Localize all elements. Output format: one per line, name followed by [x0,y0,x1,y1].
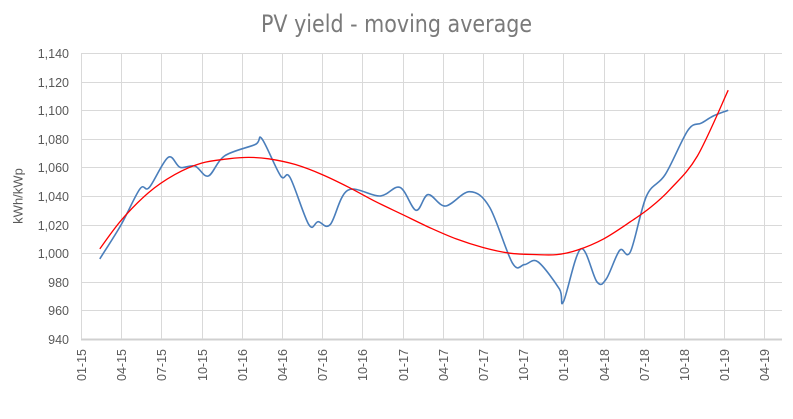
y-tick-label: 1,060 [38,161,69,175]
x-tick-label: 04-16 [276,349,290,381]
x-tick-label: 04-18 [598,349,612,381]
y-tick-label: 1,020 [38,219,69,233]
y-tick-label: 980 [48,276,69,290]
x-tick-label: 01-19 [718,349,732,381]
y-tick-label: 1,080 [38,133,69,147]
y-tick-label: 1,000 [38,247,69,261]
x-tick-label: 07-16 [316,349,330,381]
y-tick-label: 940 [48,333,69,347]
x-tick-label: 10-17 [517,349,531,381]
series-line-trendline [99,89,729,256]
x-tick-label: 01-15 [75,349,89,381]
x-tick-label: 07-15 [155,349,169,381]
y-tick-label: 960 [48,304,69,318]
x-tick-labels: 01-15 04-15 07-15 10-15 01-16 04-16 07-16 10-16… [75,349,772,381]
y-tick-label: 1,100 [38,104,69,118]
x-tick-label: 04-19 [758,349,772,381]
x-tick-label: 01-17 [397,349,411,381]
x-tick-label: 07-18 [638,349,652,381]
x-tick-label: 04-15 [115,349,129,381]
x-tick-label: 04-17 [437,349,451,381]
x-tick-label: 01-16 [236,349,250,381]
chart-title: PV yield - moving average [260,10,533,38]
gridlines [81,53,782,341]
x-tick-label: 07-17 [477,349,491,381]
x-tick-label: 10-15 [196,349,210,381]
series-lines [99,89,729,305]
x-tick-label: 01-18 [557,349,571,381]
y-tick-label: 1,120 [38,76,69,90]
y-tick-label: 1,040 [38,190,69,204]
y-tick-label: 1,140 [38,47,69,61]
series-line-pv-yield [99,109,729,305]
y-tick-labels: 940 960 980 1,000 1,020 1,040 1,060 1,080 1,100 1… [38,47,69,347]
x-tick-label: 10-18 [678,349,692,381]
x-tick-label: 10-16 [356,349,370,381]
